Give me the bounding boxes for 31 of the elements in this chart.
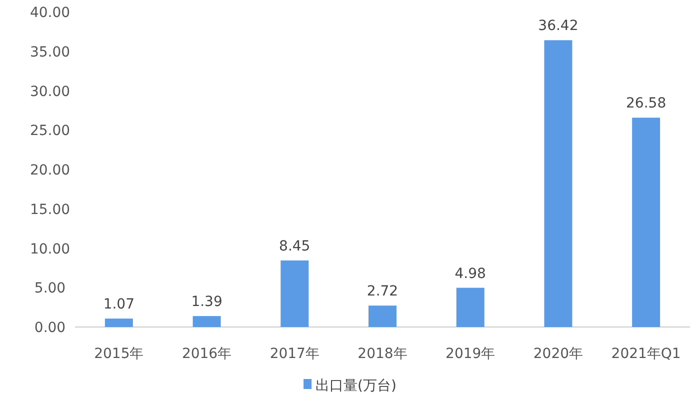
bar [104, 318, 133, 327]
y-tick-label: 25.00 [30, 123, 70, 140]
y-tick-label: 5.00 [34, 280, 66, 297]
x-tick-label: 2017年 [270, 346, 320, 362]
bar [544, 40, 572, 327]
data-label: 36.42 [538, 18, 578, 34]
bar [280, 260, 309, 327]
data-label: 8.45 [279, 238, 310, 254]
data-label: 2.72 [366, 284, 398, 300]
y-tick-label: 15.00 [30, 202, 70, 218]
x-tick-label: 2015年 [94, 346, 144, 362]
y-tick-label: 40.00 [30, 5, 70, 21]
x-tick-label: 2018年 [358, 346, 408, 362]
bar [456, 288, 484, 327]
x-tick-label: 2020年 [533, 346, 584, 362]
bar [632, 118, 660, 327]
data-label: 1.07 [103, 296, 135, 313]
legend-label: 出口量(万台) [316, 378, 396, 394]
data-label: 4.98 [454, 266, 486, 282]
data-label: 1.39 [191, 294, 222, 310]
y-tick-label: 0.00 [34, 320, 66, 336]
y-tick-label: 10.00 [30, 241, 70, 258]
x-tick-label: 2021年Q1 [611, 346, 681, 362]
x-tick-label: 2019年 [446, 346, 496, 362]
bar [368, 306, 396, 327]
y-tick-label: 30.00 [30, 84, 70, 100]
y-tick-label: 35.00 [30, 44, 70, 60]
y-tick-label: 20.00 [30, 162, 70, 178]
data-label: 26.58 [626, 96, 666, 112]
bar [192, 316, 221, 327]
x-tick-label: 2016年 [182, 346, 232, 362]
